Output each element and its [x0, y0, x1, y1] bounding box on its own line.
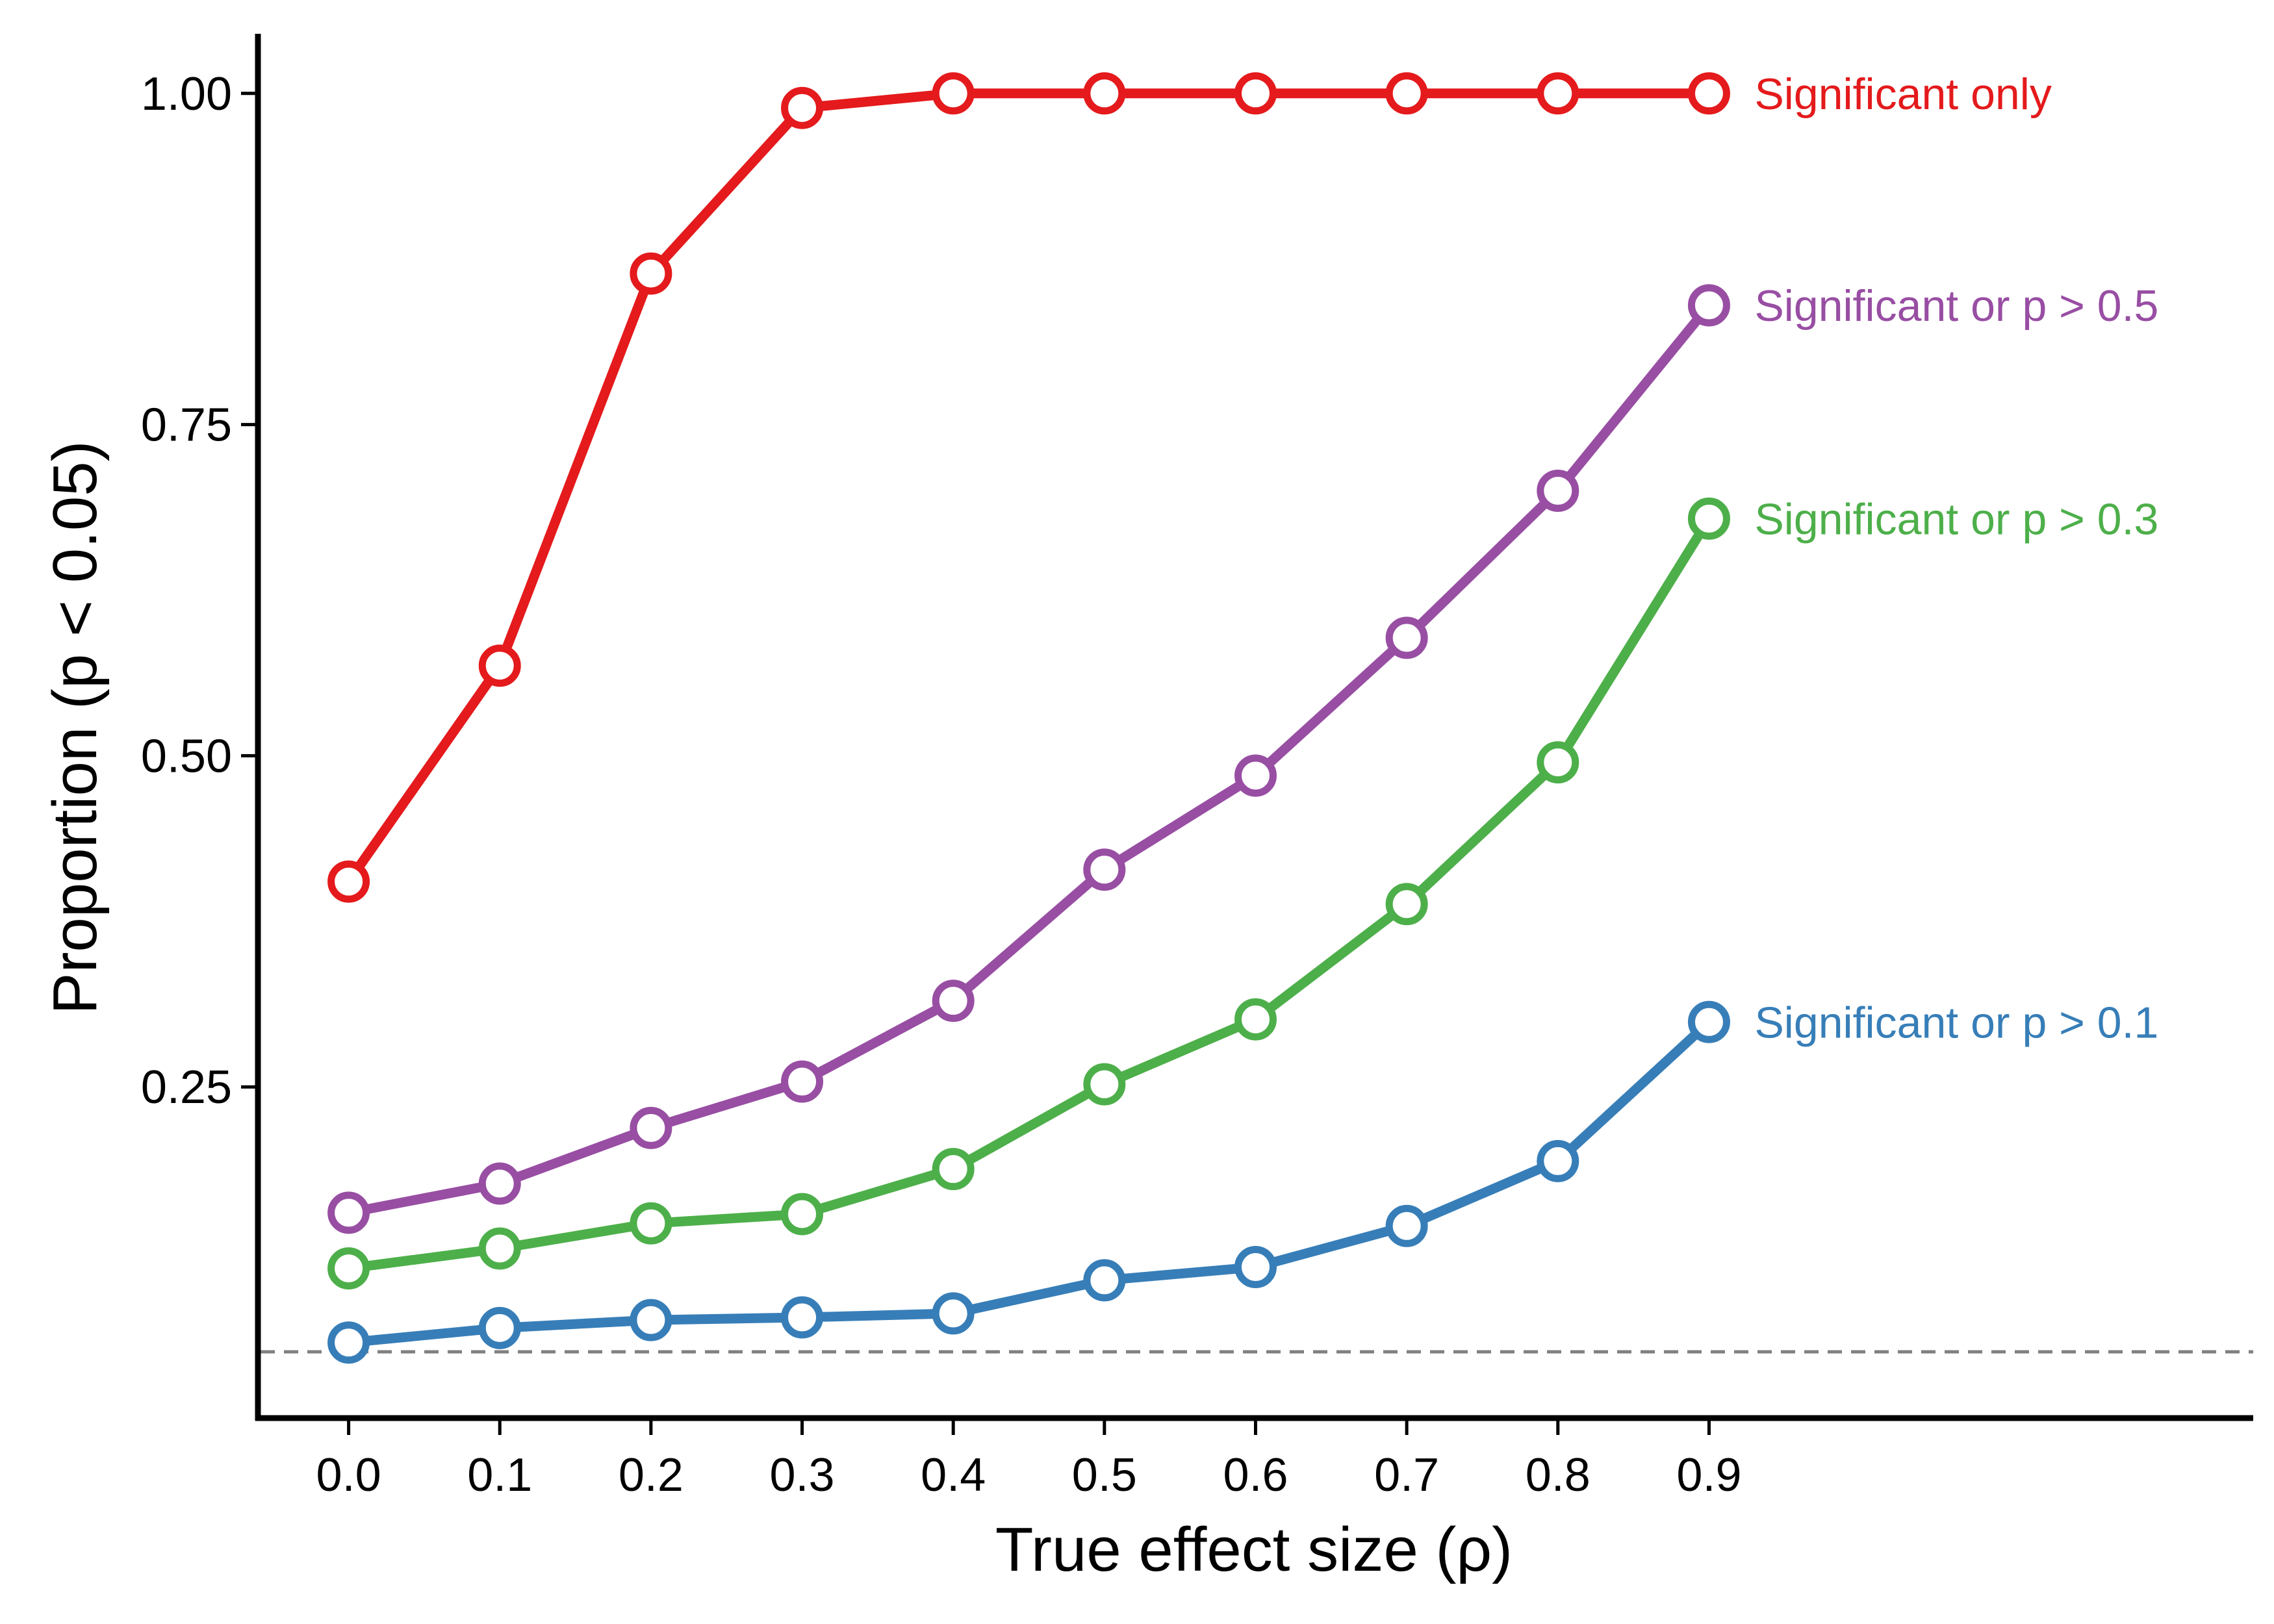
data-point: [932, 72, 975, 115]
series: Significant only Significant or p > 0.5 Si…: [327, 70, 2158, 1364]
data-point: [932, 980, 975, 1022]
series-2: Significant or p > 0.5: [327, 281, 2158, 1234]
data-point: [327, 1321, 370, 1364]
x-tick-label: 0.7: [1374, 1449, 1439, 1501]
data-point: [781, 86, 824, 129]
data-point: [1385, 883, 1428, 926]
data-point: [1385, 1204, 1428, 1247]
series-label: Significant or p > 0.1: [1754, 998, 2158, 1047]
data-point: [630, 252, 672, 295]
x-axis-title: True effect size (ρ): [995, 1515, 1513, 1584]
x-tick-label: 0.8: [1526, 1449, 1591, 1501]
series-line: [344, 300, 1714, 1218]
data-point: [1083, 848, 1126, 891]
y-axis-title: Proportion (p < 0.05): [40, 440, 110, 1014]
data-point: [781, 1060, 824, 1103]
x-tick-label: 0.9: [1676, 1449, 1741, 1501]
y-tick-label: 1.00: [141, 68, 232, 120]
data-point: [1083, 72, 1126, 115]
series-label: Significant only: [1754, 70, 2051, 119]
data-point: [1234, 998, 1277, 1041]
data-point: [630, 1202, 672, 1245]
x-tick-label: 0.6: [1223, 1449, 1288, 1501]
series-line: [344, 513, 1714, 1274]
series-3: Significant or p > 0.3: [327, 494, 2158, 1290]
x-tick-label: 0.3: [769, 1449, 834, 1501]
series-1: Significant only: [327, 70, 2052, 903]
data-point: [1083, 1259, 1126, 1302]
axes: [255, 34, 2253, 1421]
data-point: [630, 1299, 672, 1341]
data-point: [1385, 616, 1428, 659]
data-point: [1537, 470, 1579, 513]
series-label: Significant or p > 0.3: [1754, 494, 2158, 544]
data-point: [478, 1227, 521, 1270]
data-point: [478, 644, 521, 687]
data-point: [1537, 741, 1579, 784]
data-point: [1687, 1000, 1730, 1043]
series-label: Significant or p > 0.5: [1754, 281, 2158, 331]
data-point: [1234, 754, 1277, 797]
x-tick-label: 0.0: [316, 1449, 381, 1501]
data-point: [1687, 284, 1730, 327]
data-point: [1687, 72, 1730, 115]
x-tick-label: 0.2: [619, 1449, 683, 1501]
y-tick-label: 0.75: [141, 400, 232, 451]
data-point: [1083, 1063, 1126, 1106]
ticks: 0.0 0.1 0.2 0.3 0.4 0.5 0.6 0.7 0.8 0.9 0.25 0.50 0.…: [141, 68, 1742, 1501]
data-point: [327, 860, 370, 903]
data-point: [1234, 72, 1277, 115]
x-tick-label: 0.4: [921, 1449, 986, 1501]
data-point: [1537, 72, 1579, 115]
data-point: [478, 1162, 521, 1205]
x-tick-label: 0.1: [467, 1449, 532, 1501]
data-point: [932, 1292, 975, 1335]
series-line: [344, 88, 1714, 887]
data-point: [1687, 497, 1730, 540]
data-point: [327, 1247, 370, 1290]
data-point: [781, 1193, 824, 1236]
data-point: [1537, 1139, 1579, 1182]
series-line: [344, 1017, 1714, 1348]
data-point: [630, 1106, 672, 1149]
y-tick-label: 0.50: [141, 730, 232, 782]
y-tick-label: 0.25: [141, 1061, 232, 1113]
data-point: [932, 1148, 975, 1191]
data-point: [327, 1191, 370, 1234]
x-tick-label: 0.5: [1072, 1449, 1137, 1501]
data-point: [478, 1306, 521, 1349]
data-point: [781, 1296, 824, 1339]
series-4: Significant or p > 0.1: [327, 998, 2158, 1364]
data-point: [1234, 1246, 1277, 1289]
data-point: [1385, 72, 1428, 115]
